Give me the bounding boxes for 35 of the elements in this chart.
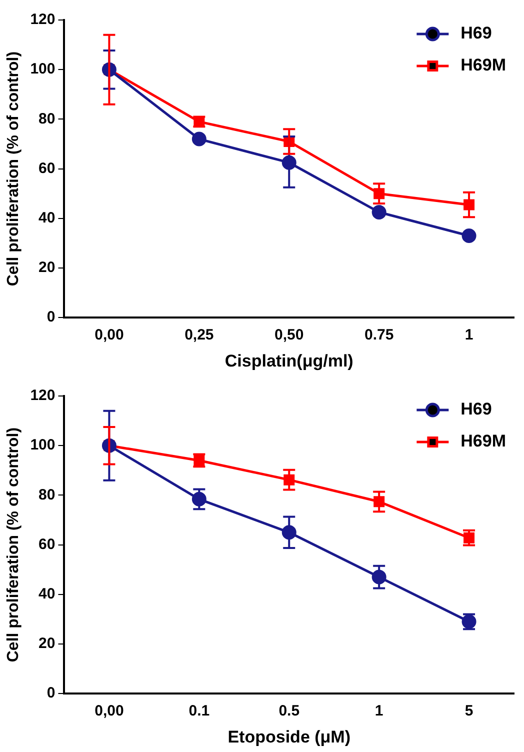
y-tick-label: 100 <box>30 436 56 454</box>
x-tick-label: 0,00 <box>94 326 124 344</box>
y-tick-label: 0 <box>46 308 56 326</box>
legend-label: H69M <box>460 56 506 75</box>
legend-label: H69M <box>460 432 506 451</box>
y-axis-title: Cell proliferation (% of control) <box>5 427 22 662</box>
y-tick-label: 20 <box>38 259 56 276</box>
x-tick-label: 0.1 <box>188 702 210 720</box>
y-tick-label: 60 <box>38 160 56 177</box>
y-tick-label: 40 <box>38 586 56 603</box>
point <box>192 132 206 146</box>
x-axis-title: Etoposide (μM) <box>228 727 351 746</box>
y-tick-label: 80 <box>38 486 56 504</box>
y-tick-label: 0 <box>46 684 56 702</box>
x-tick-label: 0,25 <box>184 326 214 344</box>
y-tick-label: 120 <box>30 387 56 404</box>
x-tick-label: 0.75 <box>364 326 394 344</box>
x-tick-label: 5 <box>464 702 474 720</box>
point <box>372 204 386 220</box>
y-tick-label: 40 <box>38 210 56 227</box>
x-tick-label: 0,00 <box>94 702 124 720</box>
point <box>462 228 476 244</box>
x-tick-label: 0,50 <box>274 326 304 344</box>
x-axis-title: Cisplatin(μg/ml) <box>224 351 354 370</box>
x-tick-label: 1 <box>374 702 384 720</box>
y-tick-label: 20 <box>38 635 56 652</box>
y-tick-label: 100 <box>30 60 56 78</box>
y-axis-title: Cell proliferation (% of control) <box>5 51 22 286</box>
legend-label: H69 <box>460 24 492 43</box>
y-tick-label: 80 <box>38 110 56 128</box>
x-tick-label: 0.5 <box>278 702 300 720</box>
legend-label: H69 <box>460 400 492 419</box>
y-tick-label: 60 <box>38 536 56 553</box>
x-tick-label: 1 <box>464 326 474 344</box>
y-tick-label: 120 <box>30 11 56 28</box>
